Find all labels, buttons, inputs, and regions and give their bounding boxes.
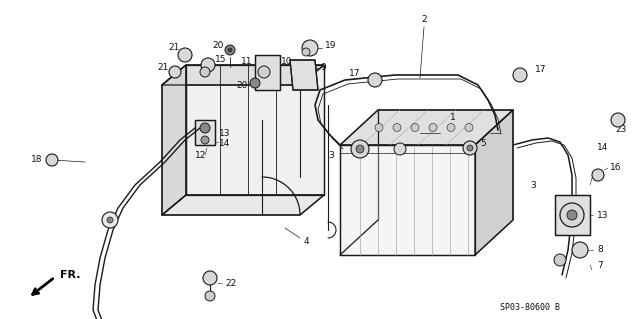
Text: SP03-80600 B: SP03-80600 B: [500, 303, 560, 313]
Polygon shape: [195, 120, 215, 145]
Polygon shape: [340, 110, 513, 145]
Circle shape: [178, 48, 192, 62]
Text: 19: 19: [325, 41, 337, 50]
Circle shape: [201, 58, 215, 72]
Text: 8: 8: [597, 246, 603, 255]
Circle shape: [463, 141, 477, 155]
Circle shape: [375, 123, 383, 131]
Circle shape: [411, 123, 419, 131]
Circle shape: [356, 145, 364, 153]
Text: 15: 15: [215, 56, 227, 64]
Text: 16: 16: [610, 164, 621, 173]
Circle shape: [107, 217, 113, 223]
Circle shape: [201, 136, 209, 144]
Circle shape: [467, 145, 473, 151]
Circle shape: [46, 154, 58, 166]
Circle shape: [205, 291, 215, 301]
Text: 3: 3: [530, 181, 536, 189]
Text: 20: 20: [237, 81, 248, 91]
Text: FR.: FR.: [60, 270, 81, 280]
Circle shape: [567, 210, 577, 220]
Text: 5: 5: [480, 138, 486, 147]
Text: 13: 13: [597, 211, 609, 219]
Circle shape: [393, 123, 401, 131]
Circle shape: [169, 66, 181, 78]
Circle shape: [429, 123, 437, 131]
Text: 4: 4: [304, 238, 310, 247]
Text: 21: 21: [168, 43, 180, 53]
Circle shape: [572, 242, 588, 258]
Text: 2: 2: [421, 16, 427, 25]
Text: 22: 22: [225, 278, 236, 287]
Text: 9: 9: [320, 63, 326, 72]
Text: 13: 13: [219, 129, 230, 137]
Polygon shape: [255, 55, 280, 90]
Circle shape: [560, 203, 584, 227]
Circle shape: [302, 40, 318, 56]
Text: 11: 11: [241, 57, 252, 66]
Text: 17: 17: [349, 69, 360, 78]
Polygon shape: [475, 110, 513, 255]
Circle shape: [611, 113, 625, 127]
Polygon shape: [186, 65, 324, 195]
Circle shape: [554, 254, 566, 266]
Text: 1: 1: [450, 114, 456, 122]
Polygon shape: [162, 195, 324, 215]
Text: 12: 12: [195, 151, 206, 160]
Text: 6: 6: [597, 170, 603, 180]
Circle shape: [200, 67, 210, 77]
Circle shape: [447, 123, 455, 131]
Text: 14: 14: [597, 144, 609, 152]
Circle shape: [592, 169, 604, 181]
Circle shape: [394, 143, 406, 155]
Circle shape: [203, 271, 217, 285]
Circle shape: [302, 48, 310, 56]
Polygon shape: [555, 195, 590, 235]
Text: 20: 20: [212, 41, 224, 49]
Circle shape: [200, 123, 210, 133]
Circle shape: [368, 73, 382, 87]
Circle shape: [225, 45, 235, 55]
Circle shape: [513, 68, 527, 82]
Text: 17: 17: [535, 65, 547, 75]
Circle shape: [351, 140, 369, 158]
Circle shape: [102, 212, 118, 228]
Polygon shape: [290, 60, 318, 90]
Text: 21: 21: [157, 63, 169, 71]
Polygon shape: [340, 145, 475, 255]
Text: 10: 10: [281, 57, 292, 66]
Circle shape: [465, 123, 473, 131]
Text: 7: 7: [597, 261, 603, 270]
Circle shape: [228, 48, 232, 52]
Text: 23: 23: [615, 125, 627, 135]
Polygon shape: [162, 65, 186, 215]
Circle shape: [250, 78, 260, 88]
Circle shape: [258, 66, 270, 78]
Text: 14: 14: [219, 138, 230, 147]
Text: 3: 3: [328, 151, 334, 160]
Polygon shape: [162, 65, 324, 85]
Text: 18: 18: [31, 155, 42, 165]
